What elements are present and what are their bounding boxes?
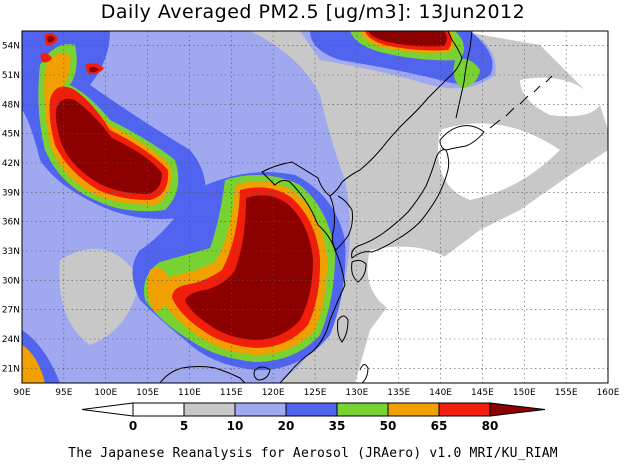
pm25-contour-above-80 [89, 66, 99, 73]
lat-tick-label: 48N [2, 100, 20, 110]
lon-tick-label: 125E [304, 388, 327, 398]
colorbar-level-label: 80 [482, 419, 499, 433]
lat-tick-label: 36N [2, 218, 20, 228]
colorbar-box [183, 402, 236, 417]
colorbar-box [132, 402, 185, 417]
colorbar-level-label: 50 [380, 419, 397, 433]
pm25-contour-above-80 [55, 98, 162, 194]
colorbar-level-label: 35 [329, 419, 346, 433]
colorbar-level-label: 5 [180, 419, 188, 433]
colorbar-upper-extension [489, 402, 546, 417]
lat-tick-label: 51N [2, 71, 20, 81]
pm25-contour-50-65 [22, 345, 45, 383]
lat-tick-label: 27N [2, 306, 20, 316]
lon-tick-labels: 90E 95E 100E 105E 110E 115E 120E 125E 130E 135E 14… [13, 388, 619, 398]
coastline-japan-hokkaido [439, 125, 485, 151]
lon-tick-label: 110E [178, 388, 201, 398]
pm25-contour-10-20 [59, 248, 140, 345]
map-panel: 90E 95E 100E 105E 110E 115E 120E 125E 130E 135E 14… [2, 30, 620, 398]
footer-credit: The Japanese Reanalysis for Aerosol (JRA… [68, 446, 558, 461]
lat-tick-label: 33N [2, 247, 20, 257]
lat-tick-label: 39N [2, 188, 20, 198]
coastline-japan-kyushu [351, 259, 367, 283]
pm25-contour-5-10 [438, 123, 560, 200]
colorbar-level-label: 0 [129, 419, 137, 433]
colorbar-box [438, 402, 491, 417]
lon-tick-label: 135E [387, 388, 410, 398]
lon-tick-label: 90E [13, 388, 30, 398]
lon-tick-label: 100E [94, 388, 117, 398]
colorbar-level-label: 20 [278, 419, 295, 433]
colorbar-box [285, 402, 338, 417]
colorbar: 0 5 10 20 35 50 65 80 [81, 402, 546, 433]
pm25-contour-50-65 [147, 267, 170, 312]
lat-tick-label: 30N [2, 276, 20, 286]
lon-tick-label: 155E [555, 388, 578, 398]
lat-tick-label: 24N [2, 335, 20, 345]
colorbar-box [234, 402, 287, 417]
colorbar-box [387, 402, 440, 417]
lon-tick-label: 150E [513, 388, 536, 398]
gridlines [22, 31, 608, 383]
map-title: Daily Averaged PM2.5 [ug/m3]: 13Jun2012 [100, 1, 526, 23]
pm25-contour-5-10 [367, 246, 450, 310]
coastline-taiwan [337, 315, 349, 343]
lon-tick-label: 160E [597, 388, 620, 398]
coastline-mainland-asia [261, 31, 463, 383]
pm25-contour-above-80 [368, 31, 447, 47]
pm25-contour-35-50 [453, 58, 480, 88]
lat-tick-label: 45N [2, 130, 20, 140]
lon-tick-label: 105E [136, 388, 159, 398]
lat-tick-label: 21N [2, 364, 20, 374]
map-frame [21, 30, 609, 384]
coastline-gulf [159, 366, 246, 383]
coastlines [159, 31, 553, 383]
lat-tick-labels: 21N 24N 27N 30N 33N 36N 39N 42N 45N 48N 51N 54N [2, 42, 20, 375]
pm25-contour-65-80 [40, 53, 52, 63]
colorbar-level-label: 65 [431, 419, 448, 433]
colorbar-lower-extension [81, 402, 134, 417]
lon-tick-label: 120E [262, 388, 285, 398]
pm25-shaded-field [22, 31, 608, 383]
lon-tick-label: 145E [471, 388, 494, 398]
lat-tick-label: 42N [2, 159, 20, 169]
lon-tick-label: 115E [220, 388, 243, 398]
coastline-philippines [359, 364, 369, 383]
pm25-contour-above-80 [47, 35, 55, 43]
coastline-sakhalin [455, 31, 473, 119]
colorbar-box [336, 402, 389, 417]
coastline-hainan [253, 366, 271, 381]
lon-tick-label: 140E [429, 388, 452, 398]
pm25-contour-5-10 [520, 77, 600, 117]
lon-tick-label: 130E [345, 388, 368, 398]
colorbar-level-label: 10 [227, 419, 244, 433]
lat-tick-label: 54N [2, 42, 20, 52]
pm25-contour-above-80 [185, 195, 313, 340]
lon-tick-label: 95E [55, 388, 72, 398]
coastline-korea [329, 195, 353, 251]
